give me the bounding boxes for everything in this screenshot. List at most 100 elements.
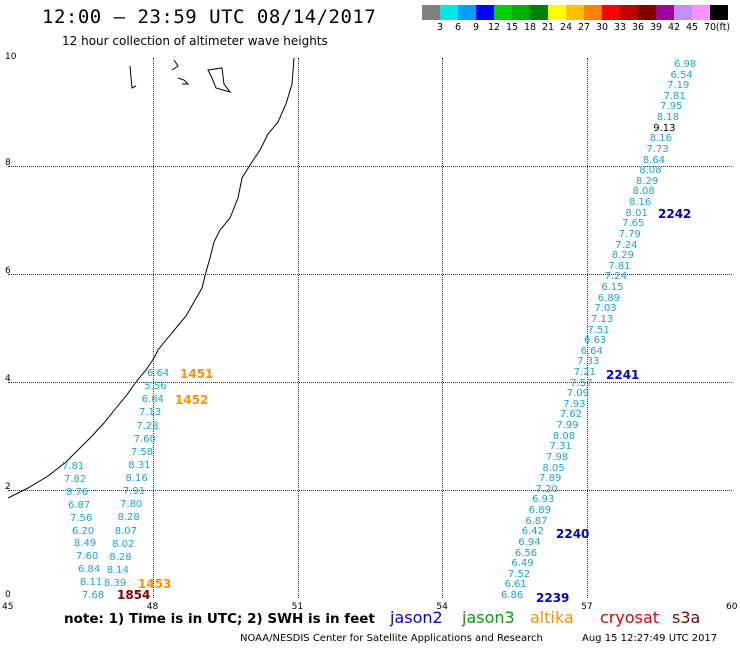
- map-title: 12:00 – 23:59 UTC 08/14/2017: [42, 6, 377, 28]
- swh-value: 6.64: [147, 368, 170, 379]
- y-tick-label: 10: [5, 52, 17, 62]
- legend-label: 33: [613, 22, 627, 33]
- legend-swatch: [494, 5, 512, 20]
- swh-value: 6.86: [501, 590, 524, 601]
- swh-value: 7.24: [604, 271, 628, 283]
- swh-value: 7.80: [120, 499, 143, 511]
- legend-label: 12: [487, 22, 501, 33]
- swh-value: 8.76: [66, 486, 89, 498]
- swh-value: 6.54: [670, 69, 693, 81]
- swh-value: 8.08: [552, 430, 576, 442]
- legend-swatch: [530, 5, 548, 20]
- swh-value: 7.99: [556, 420, 579, 432]
- swh-value: 8.31: [128, 459, 151, 471]
- legend-swatch: [584, 5, 602, 20]
- swh-value: 6.89: [528, 505, 551, 517]
- y-tick-label: 6: [5, 266, 11, 276]
- legend-label: 36: [631, 22, 645, 33]
- swh-value: 7.13: [138, 407, 162, 419]
- satellite-label: cryosat: [600, 608, 660, 627]
- meridian-line: [442, 58, 444, 598]
- pass-label: 1854: [117, 588, 151, 602]
- swh-value: 8.07: [114, 525, 138, 537]
- swh-value: 8.28: [109, 551, 132, 563]
- swh-value: 9.13: [653, 122, 676, 134]
- credit-text: NOAA/NESDIS Center for Satellite Applica…: [240, 633, 543, 644]
- legend-label: 24: [559, 22, 573, 33]
- swh-value: 7.13: [590, 313, 614, 325]
- satellite-label: altika: [530, 608, 574, 627]
- swh-value: 7.60: [76, 551, 99, 563]
- swh-value: 7.95: [660, 101, 683, 113]
- pass-label: 1452: [175, 393, 209, 407]
- swh-value: 8.02: [112, 538, 135, 550]
- y-tick-label: 2: [5, 482, 11, 492]
- legend-swatch: [458, 5, 476, 20]
- y-tick-label: 8: [5, 158, 11, 168]
- pass-label: 1453: [138, 577, 172, 591]
- swh-value: 8.28: [117, 512, 140, 524]
- legend-swatch: [656, 5, 674, 20]
- swh-value: 6.98: [674, 59, 697, 70]
- swh-value: 6.87: [68, 499, 91, 511]
- parallel-line: [8, 490, 732, 491]
- legend-swatch: [710, 5, 728, 20]
- swh-value: 7.93: [563, 398, 586, 410]
- swh-value: 7.19: [667, 80, 690, 92]
- swh-value: 7.24: [615, 239, 638, 251]
- swh-value: 8.64: [642, 154, 666, 166]
- satellite-label: jason3: [462, 608, 515, 627]
- y-tick-label: 4: [5, 374, 11, 384]
- satellite-label: jason2: [390, 608, 443, 627]
- meridian-line: [297, 58, 299, 598]
- legend-unit: (ft): [715, 22, 731, 33]
- legend-label: 30: [595, 22, 609, 33]
- swh-value: 7.20: [535, 483, 558, 495]
- pass-label: 2242: [658, 207, 692, 221]
- swh-value: 8.08: [632, 186, 655, 198]
- pass-label: 2241: [606, 368, 640, 382]
- swh-value: 7.81: [663, 90, 686, 102]
- legend-label: 18: [523, 22, 537, 33]
- swh-value: 7.28: [136, 420, 159, 432]
- swh-value: 6.15: [601, 282, 624, 294]
- swh-value: 6.49: [511, 558, 534, 570]
- swh-value: 7.03: [594, 303, 617, 315]
- swh-value: 7.56: [70, 512, 93, 524]
- note-text: note: 1) Time is in UTC; 2) SWH is in fe…: [64, 611, 375, 627]
- swh-value: 7.62: [559, 409, 583, 421]
- x-tick-label: 48: [146, 602, 159, 612]
- swh-value: 8.16: [125, 473, 148, 484]
- swh-value: 8.49: [74, 538, 97, 550]
- swh-value: 8.14: [106, 564, 129, 576]
- parallel-line: [8, 382, 732, 383]
- swh-value: 8.18: [656, 112, 679, 124]
- parallel-line: [8, 274, 732, 275]
- swh-value: 6.87: [525, 515, 548, 527]
- swh-value: 7.58: [130, 446, 154, 458]
- swh-value: 7.60: [133, 433, 156, 445]
- legend-label: 3: [436, 22, 444, 33]
- legend-swatch: [476, 5, 494, 20]
- swh-value: 7.89: [539, 473, 562, 485]
- swh-value: 8.39: [104, 578, 127, 589]
- swh-value: 6.94: [518, 536, 541, 548]
- swh-value: 6.93: [532, 494, 555, 506]
- swh-value: 8.29: [611, 250, 634, 262]
- legend-swatch: [512, 5, 530, 20]
- legend-swatch: [440, 5, 458, 20]
- parallel-line: [8, 166, 732, 167]
- swh-value: 6.42: [521, 526, 545, 538]
- legend-label: 6: [454, 22, 462, 33]
- swh-value: 8.05: [542, 462, 565, 474]
- legend-swatch: [548, 5, 566, 20]
- swh-value: 6.89: [597, 292, 621, 304]
- swh-value: 6.63: [584, 335, 607, 347]
- legend-swatch: [566, 5, 584, 20]
- swh-value: 8.01: [625, 207, 648, 219]
- swh-value: 5.56: [144, 381, 167, 393]
- legend-swatch: [692, 5, 710, 20]
- legend-swatch: [638, 5, 656, 20]
- legend-label: 70: [703, 22, 717, 33]
- swh-value: 7.51: [587, 324, 610, 336]
